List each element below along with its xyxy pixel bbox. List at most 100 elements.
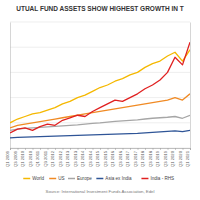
- x-tick-mark: [183, 148, 184, 150]
- x-tick-mark: [48, 148, 49, 150]
- x-tick-label: Q1 2010: [20, 150, 25, 167]
- legend: World US Europe Asia ex India India - RHS: [23, 176, 174, 181]
- x-tick: Q1 2019: [155, 148, 160, 167]
- x-tick-mark: [10, 148, 11, 150]
- x-tick-label: Q3 2015: [103, 150, 108, 167]
- x-tick: Q3 2017: [133, 148, 138, 167]
- x-tick: Q1 2009: [5, 148, 10, 167]
- x-tick-mark: [40, 148, 41, 150]
- x-tick: Q1 2014: [80, 148, 85, 167]
- x-tick-label: Q1 2020: [170, 150, 175, 167]
- source: Source: International Investment Funds A…: [46, 189, 155, 194]
- legend-swatch: [23, 178, 30, 180]
- x-tick-mark: [63, 148, 64, 150]
- x-tick: Q1 2017: [125, 148, 130, 167]
- x-tick-label: Q3 2016: [118, 150, 123, 167]
- grid-line: [10, 22, 190, 23]
- x-tick: Q3 2009: [13, 148, 18, 167]
- x-tick-label: Q1 2011: [35, 150, 40, 166]
- grid-line: [10, 47, 190, 48]
- x-tick-mark: [168, 148, 169, 150]
- x-tick-mark: [153, 148, 154, 150]
- x-tick: Q1 2011: [35, 148, 40, 167]
- x-tick-label: Q3 2018: [148, 150, 153, 167]
- title: UTUAL FUND ASSETS SHOW HIGHEST GROWTH IN…: [16, 5, 184, 12]
- x-tick: Q3 2019: [163, 148, 168, 167]
- x-tick-mark: [130, 148, 131, 150]
- legend-label: World: [32, 176, 44, 181]
- x-tick-mark: [18, 148, 19, 150]
- x-tick-mark: [115, 148, 116, 150]
- x-tick-label: Q3 2014: [88, 150, 93, 167]
- x-axis-line: [11, 149, 191, 151]
- legend-swatch: [68, 178, 75, 180]
- x-tick-mark: [85, 148, 86, 150]
- lines: [10, 42, 190, 138]
- x-tick: Q1 2016: [110, 148, 115, 167]
- x-tick-label: Q1 2016: [110, 150, 115, 167]
- x-tick-label: Q1 2017: [125, 150, 130, 167]
- x-tick: Q1 2015: [95, 148, 100, 167]
- x-tick: Q3 2016: [118, 148, 123, 167]
- x-tick-label: Q3 2013: [73, 150, 78, 167]
- x-tick-label: Q3 2019: [163, 150, 168, 167]
- x-tick: Q3 2015: [103, 148, 108, 167]
- x-tick: Q3 2014: [88, 148, 93, 167]
- legend-swatch: [96, 178, 103, 180]
- x-tick: Q1 2018: [140, 148, 145, 167]
- legend-label: India - RHS: [150, 176, 174, 181]
- x-tick-mark: [100, 148, 101, 150]
- x-tick-label: Q1 2019: [155, 150, 160, 167]
- x-tick-mark: [160, 148, 161, 150]
- x-tick-mark: [55, 148, 56, 150]
- x-tick-label: Q3 2011: [43, 150, 48, 166]
- y2-axis-line: [190, 23, 191, 149]
- chart: UTUAL FUND ASSETS SHOW HIGHEST GROWTH IN…: [0, 0, 200, 200]
- x-tick: Q3 2012: [58, 148, 63, 167]
- x-tick-label: Q1 2021: [185, 150, 190, 167]
- x-tick: Q3 2018: [148, 148, 153, 167]
- x-tick-mark: [108, 148, 109, 150]
- x-tick-mark: [175, 148, 176, 150]
- x-tick-label: Q3 2009: [13, 150, 18, 167]
- x-tick: Q3 2011: [43, 148, 48, 167]
- x-tick: Q1 2021: [185, 148, 190, 167]
- x-tick-mark: [70, 148, 71, 150]
- y2-axis: [190, 23, 192, 149]
- legend-swatch: [49, 178, 56, 180]
- x-tick-label: Q1 2014: [80, 150, 85, 167]
- x-tick-label: Q3 2012: [58, 150, 63, 167]
- grid: [10, 22, 190, 148]
- x-tick: Q1 2012: [50, 148, 55, 167]
- x-tick-mark: [190, 148, 191, 150]
- legend-label: Europe: [77, 176, 92, 181]
- grid-line: [10, 72, 190, 73]
- x-tick-label: Q3 2010: [28, 150, 33, 167]
- series-line: [10, 130, 190, 138]
- series-line: [10, 42, 190, 133]
- x-tick: Q3 2013: [73, 148, 78, 167]
- x-tick-label: Q1 2013: [65, 150, 70, 167]
- x-tick-label: Q1 2018: [140, 150, 145, 167]
- x-tick: Q1 2013: [65, 148, 70, 167]
- plot: Q1 2009Q3 2009Q1 2010Q3 2010Q1 2011Q3 20…: [5, 22, 190, 167]
- x-tick: Q1 2010: [20, 148, 25, 167]
- grid-line: [10, 97, 190, 98]
- x-tick-mark: [93, 148, 94, 150]
- x-tick-mark: [25, 148, 26, 150]
- x-tick-mark: [145, 148, 146, 150]
- x-axis: Q1 2009Q3 2009Q1 2010Q3 2010Q1 2011Q3 20…: [5, 148, 190, 167]
- x-tick-mark: [33, 148, 34, 150]
- legend-swatch: [141, 178, 148, 180]
- x-tick-mark: [138, 148, 139, 150]
- x-tick: Q3 2020: [178, 148, 183, 167]
- x-tick: Q1 2020: [170, 148, 175, 167]
- x-tick-label: Q3 2017: [133, 150, 138, 167]
- x-tick-label: Q3 2020: [178, 150, 183, 167]
- legend-label: US: [58, 176, 64, 181]
- legend-label: Asia ex India: [105, 176, 132, 181]
- x-tick-label: Q1 2012: [50, 150, 55, 167]
- x-tick: Q3 2010: [28, 148, 33, 167]
- x-tick-mark: [123, 148, 124, 150]
- x-tick-label: Q1 2009: [5, 150, 10, 167]
